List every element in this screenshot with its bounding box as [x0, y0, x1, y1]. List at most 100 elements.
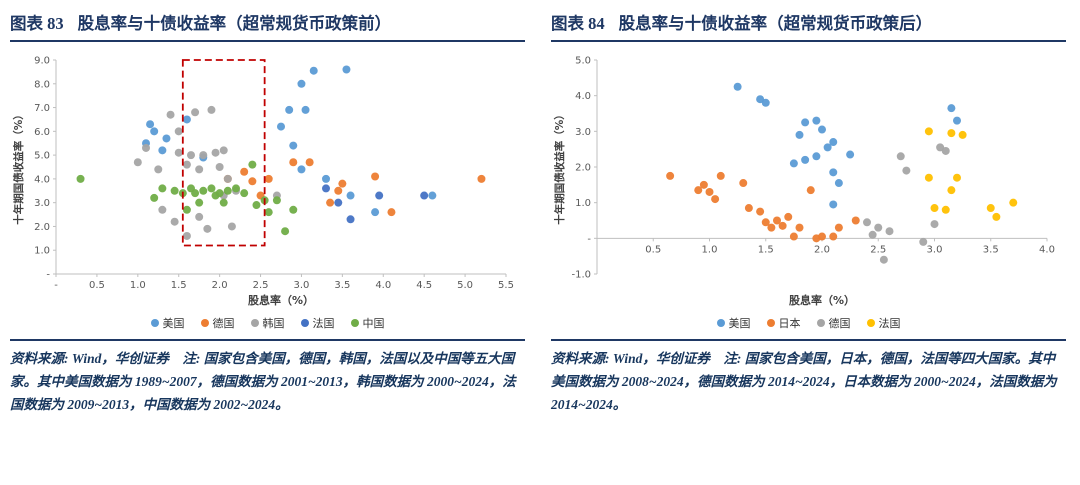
data-point — [264, 174, 273, 183]
data-point — [182, 160, 191, 169]
figure-84-title-text: 股息率与十债收益率（超常规货币政策后） — [618, 14, 933, 33]
data-point — [767, 223, 776, 232]
data-point — [992, 212, 1001, 221]
data-point — [322, 184, 330, 193]
data-point — [739, 179, 748, 188]
y-tick-label: 1.0 — [34, 246, 50, 257]
x-tick-label: 0.5 — [645, 244, 661, 255]
data-point — [834, 179, 843, 188]
legend-dot — [350, 319, 359, 327]
x-tick-label: 2.5 — [253, 280, 269, 291]
y-tick-label: 8.0 — [34, 79, 50, 90]
data-point — [223, 174, 232, 183]
x-tick-label: 3.0 — [294, 280, 310, 291]
legend-item: 德国 — [816, 315, 851, 331]
data-point — [778, 221, 787, 230]
figure-83-panel: 图表 83 股息率与十债收益率（超常规货币政策前） - 1.0 2.0 3.0 4.0 5.… — [10, 8, 525, 417]
x-tick-label: 3.0 — [927, 244, 943, 255]
x-tick-label: 2.5 — [870, 244, 886, 255]
legend-label: 韩国 — [262, 318, 285, 330]
figure-84-legend: 美国 日本 德国 法国 — [551, 315, 1066, 331]
data-point — [191, 189, 200, 198]
scatter-plot-post-policy: -1.0-1.02.03.04.05.00.5 1.0 1.5 2.0 2.5 3.0 3.… — [553, 56, 1055, 308]
data-point — [371, 208, 380, 217]
data-point — [264, 208, 273, 217]
data-point — [170, 217, 179, 226]
data-point — [146, 120, 155, 129]
data-point — [133, 158, 142, 167]
x-tick-label: 1.0 — [130, 280, 146, 291]
x-tick-label: 4.0 — [375, 280, 391, 291]
legend-label: 美国 — [162, 318, 185, 330]
figure-84-tag: 图表 84 — [551, 14, 605, 33]
legend-dot — [866, 319, 875, 327]
data-point — [215, 189, 224, 198]
data-point — [930, 204, 939, 213]
data-point — [789, 159, 798, 168]
x-tick-label: 2.0 — [212, 280, 228, 291]
data-point — [818, 232, 826, 241]
data-point — [896, 152, 905, 161]
data-point — [761, 98, 770, 107]
data-point — [420, 191, 429, 200]
data-point — [76, 174, 85, 183]
data-point — [199, 151, 208, 160]
data-point — [158, 205, 167, 214]
legend-item: 法国 — [866, 315, 901, 331]
data-point — [289, 141, 298, 150]
data-point — [346, 215, 355, 224]
data-point — [309, 66, 318, 75]
data-point — [711, 195, 720, 204]
data-point — [297, 79, 306, 88]
y-tick-label: -1.0 — [571, 270, 591, 281]
data-point — [232, 184, 240, 193]
legend-item: 韩国 — [250, 315, 285, 331]
figure-83-tag: 图表 83 — [10, 14, 64, 33]
data-point — [207, 105, 216, 114]
scatter-plot-pre-policy: - 1.0 2.0 3.0 4.0 5.0 6.0 7.0 8.0 9.0 - 0.5 1.0 1.5 2.… — [12, 56, 514, 308]
data-point — [812, 152, 821, 161]
data-point — [829, 168, 838, 177]
data-point — [863, 218, 871, 227]
data-point — [851, 216, 860, 225]
data-point — [240, 189, 249, 198]
legend-label: 法国 — [312, 318, 335, 330]
data-point — [818, 125, 826, 134]
data-point — [716, 171, 725, 180]
y-tick-label: 6.0 — [34, 127, 50, 138]
legend-item: 德国 — [200, 315, 235, 331]
x-tick-label: 0.5 — [89, 280, 105, 291]
data-point — [371, 172, 380, 181]
x-axis-title: 股息率（%） — [789, 293, 855, 307]
x-tick-label: 5.0 — [457, 280, 473, 291]
data-point — [477, 174, 486, 183]
data-point — [195, 198, 204, 207]
data-point — [166, 110, 175, 119]
data-point — [666, 171, 675, 180]
data-point — [227, 222, 236, 231]
data-point — [342, 65, 351, 74]
y-tick-label: 1.0 — [575, 198, 591, 209]
data-point — [305, 158, 314, 167]
data-point — [733, 82, 742, 91]
data-point — [1009, 198, 1018, 207]
x-tick-label: - — [54, 280, 58, 291]
data-point — [705, 187, 714, 196]
legend-label: 德国 — [828, 318, 851, 330]
data-point — [195, 165, 204, 174]
x-tick-label: 4.5 — [416, 280, 432, 291]
figure-84-panel: 图表 84 股息率与十债收益率（超常规货币政策后） -1.0-1.0 2.0 3.0 4… — [551, 8, 1066, 417]
data-point — [150, 127, 159, 136]
legend-dot — [300, 319, 309, 327]
legend-label: 德国 — [212, 318, 235, 330]
legend-dot — [200, 319, 209, 327]
data-point — [334, 198, 343, 207]
y-axis-title: 十年期国债收益率（%） — [553, 109, 566, 225]
data-point — [428, 191, 437, 200]
data-point — [801, 118, 810, 127]
data-point — [285, 105, 294, 114]
data-point — [801, 155, 810, 164]
data-point — [829, 200, 838, 209]
data-point — [203, 224, 212, 233]
legend-label: 美国 — [728, 318, 751, 330]
